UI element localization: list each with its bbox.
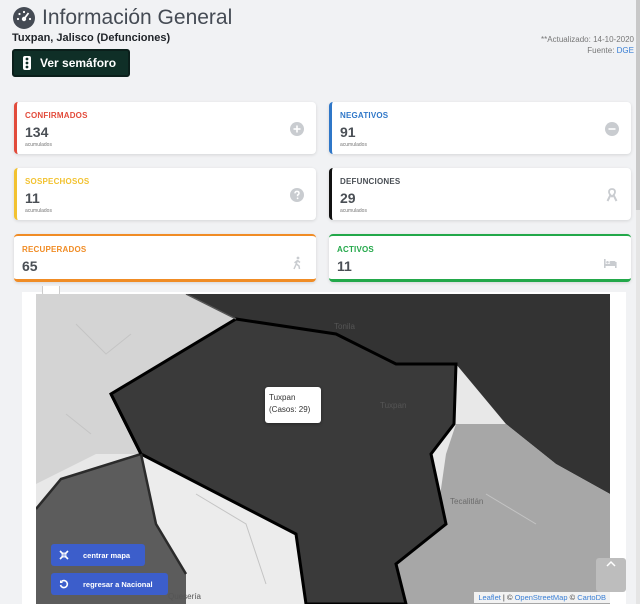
map-polygons [36, 294, 610, 604]
page-title: Información General [42, 6, 233, 29]
source-link[interactable]: DGE [616, 46, 634, 55]
question-circle-icon [290, 188, 304, 202]
attribution-sep1: | © [500, 593, 515, 602]
regresar-nacional-label: regresar a Nacional [83, 579, 153, 589]
minus-circle-icon [605, 122, 619, 136]
osm-link[interactable]: OpenStreetMap [514, 593, 568, 602]
scrollbar-thumb[interactable] [636, 0, 640, 210]
plus-circle-icon [290, 122, 304, 136]
bed-icon [604, 259, 617, 268]
card-label: SOSPECHOSOS [25, 177, 90, 186]
source-line: Fuente: DGE [541, 45, 634, 56]
tooltip-cases: (Casos: 29) [269, 405, 311, 414]
card-caption: acumulados [25, 208, 52, 214]
chevron-up-icon [606, 560, 616, 567]
card-caption: acumulados [340, 208, 367, 214]
card-label: RECUPERADOS [22, 245, 87, 254]
region-west[interactable] [36, 294, 236, 484]
map-attribution: Leaflet | © OpenStreetMap © CartoDB [474, 592, 610, 603]
attribution-sep2: © [567, 593, 578, 602]
ribbon-icon [606, 188, 618, 202]
page-scrollbar[interactable] [636, 0, 640, 604]
card-activos: ACTIVOS 11 [329, 234, 631, 282]
region-north[interactable] [186, 294, 610, 494]
update-meta: **Actualizado: 14-10-2020 Fuente: DGE [541, 34, 634, 56]
scroll-to-top-button[interactable] [596, 558, 626, 592]
traffic-light-icon [23, 56, 31, 70]
header: Información General Tuxpan, Jalisco (Def… [12, 6, 232, 44]
choropleth-map[interactable]: Tonila Tuxpan Tecalitlán Quesería [36, 294, 610, 604]
ver-semaforo-button[interactable]: Ver semáforo [12, 49, 130, 77]
card-defunciones: DEFUNCIONES 29 acumulados [329, 168, 631, 220]
compress-arrows-icon [59, 550, 69, 560]
card-sospechosos: SOSPECHOSOS 11 acumulados [14, 168, 316, 220]
card-label: DEFUNCIONES [340, 177, 401, 186]
source-prefix: Fuente: [587, 46, 617, 55]
centrar-mapa-label: centrar mapa [83, 550, 131, 560]
card-caption: acumulados [25, 142, 52, 148]
region-tecalitlan[interactable] [396, 424, 610, 604]
ver-semaforo-label: Ver semáforo [40, 56, 117, 70]
card-value: 29 [340, 190, 356, 206]
card-value: 11 [25, 190, 40, 206]
card-value: 91 [340, 124, 356, 140]
card-confirmados: CONFIRMADOS 134 acumulados [14, 102, 316, 154]
map-tooltip: Tuxpan (Casos: 29) [265, 387, 321, 423]
centrar-mapa-button[interactable]: centrar mapa [51, 544, 145, 566]
place-label-tonila: Tonila [334, 322, 355, 331]
updated-date: **Actualizado: 14-10-2020 [541, 35, 634, 44]
page-subtitle: Tuxpan, Jalisco (Defunciones) [12, 32, 171, 44]
tooltip-name: Tuxpan [269, 393, 296, 402]
card-recuperados: RECUPERADOS 65 [14, 234, 316, 282]
card-value: 65 [22, 258, 38, 274]
region-tuxpan-selected[interactable] [109, 317, 458, 604]
card-label: ACTIVOS [337, 245, 374, 254]
title-row: Información General [12, 6, 232, 30]
card-value: 11 [337, 258, 352, 274]
place-label-queseria: Quesería [168, 592, 201, 601]
card-value: 134 [25, 124, 49, 140]
cartodb-link[interactable]: CartoDB [577, 593, 606, 602]
card-caption: acumulados [340, 142, 367, 148]
card-negativos: NEGATIVOS 91 acumulados [329, 102, 631, 154]
leaflet-link[interactable]: Leaflet [478, 593, 501, 602]
place-label-tuxpan: Tuxpan [380, 401, 407, 410]
place-label-tecalitlan: Tecalitlán [450, 497, 484, 506]
card-label: CONFIRMADOS [25, 111, 88, 120]
dashboard-gauge-icon [13, 7, 35, 29]
undo-arrow-icon [59, 579, 69, 589]
card-label: NEGATIVOS [340, 111, 389, 120]
regresar-nacional-button[interactable]: regresar a Nacional [51, 573, 168, 595]
walking-person-icon [293, 256, 301, 270]
